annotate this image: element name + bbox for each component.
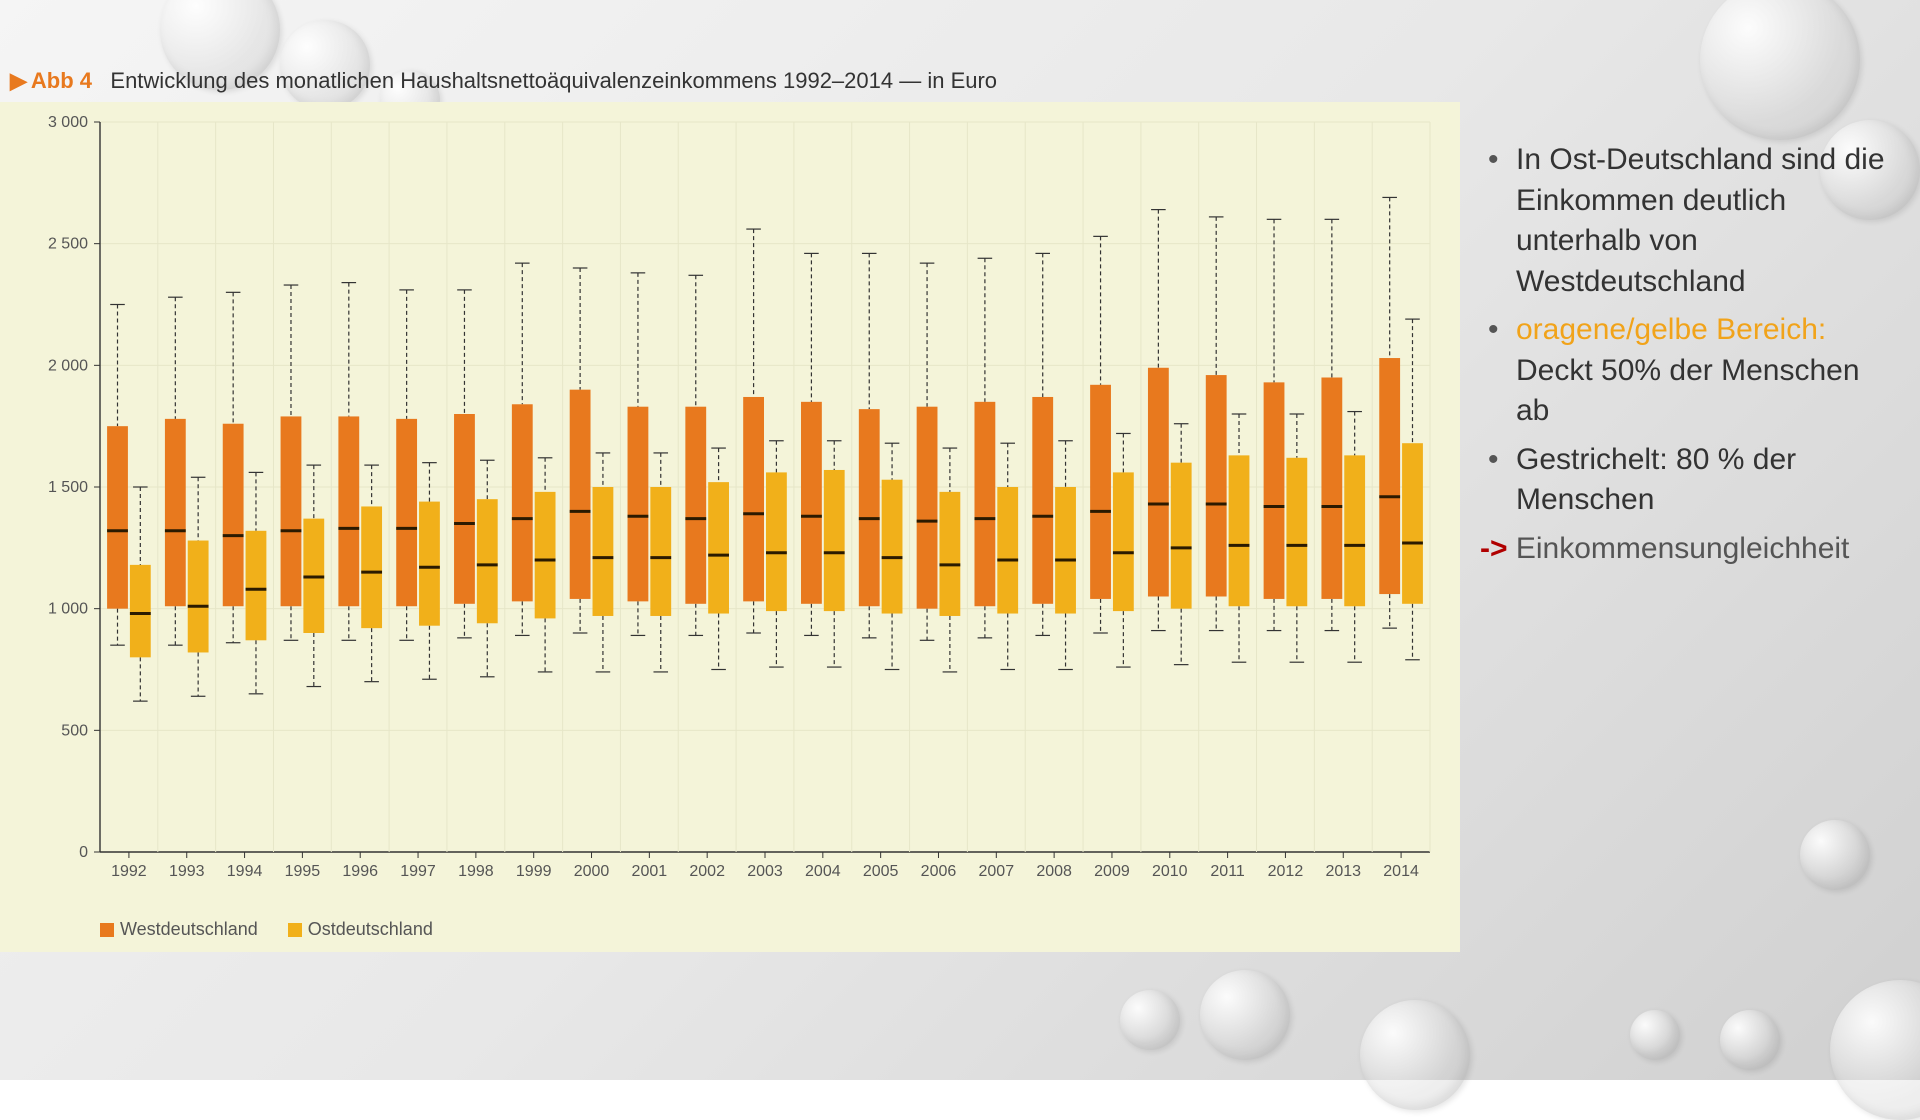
box — [1229, 455, 1250, 606]
chart-legend: Westdeutschland Ostdeutschland — [100, 918, 463, 940]
y-tick-label: 1 500 — [48, 479, 88, 496]
x-tick-label: 1996 — [342, 863, 378, 880]
notes-item: In Ost-Deutschland sind die Einkommen de… — [1480, 140, 1900, 302]
legend-label: Westdeutschland — [120, 919, 258, 939]
y-tick-label: 0 — [79, 844, 88, 861]
x-tick-label: 2011 — [1210, 863, 1245, 880]
y-tick-label: 1 000 — [48, 601, 88, 618]
box — [1286, 458, 1307, 606]
chart-title-text: Entwicklung des monatlichen Haushaltsnet… — [110, 68, 997, 93]
box — [338, 416, 359, 606]
x-tick-label: 2007 — [979, 863, 1015, 880]
box — [361, 506, 382, 628]
box — [1148, 368, 1169, 597]
box — [974, 402, 995, 606]
box — [708, 482, 729, 613]
boxplot-area: 0 500 1 000 1 500 2 000 2 500 3 000 1992 1993 199… — [0, 102, 1460, 952]
notes-item: Gestrichelt: 80 % der Menschen — [1480, 440, 1900, 521]
box — [570, 390, 591, 599]
y-tick-label: 3 000 — [48, 114, 88, 131]
x-tick-label: 2010 — [1152, 863, 1188, 880]
x-tick-label: 1997 — [400, 863, 436, 880]
box — [419, 502, 440, 626]
x-tick-label: 1998 — [458, 863, 494, 880]
x-tick-label: 2014 — [1383, 863, 1419, 880]
x-tick-label: 1992 — [111, 863, 147, 880]
box — [997, 487, 1018, 614]
y-tick-label: 2 000 — [48, 357, 88, 374]
legend-label: Ostdeutschland — [308, 919, 433, 939]
box — [801, 402, 822, 604]
box — [477, 499, 498, 623]
box — [454, 414, 475, 604]
box — [188, 541, 209, 653]
box — [1344, 455, 1365, 606]
x-tick-label: 2006 — [921, 863, 957, 880]
box — [223, 424, 244, 607]
box — [165, 419, 186, 606]
x-tick-label: 1994 — [227, 863, 263, 880]
x-tick-label: 2013 — [1325, 863, 1361, 880]
box — [859, 409, 880, 606]
box — [1171, 463, 1192, 609]
box — [824, 470, 845, 611]
box — [130, 565, 151, 657]
box — [628, 407, 649, 602]
box — [1264, 382, 1285, 599]
box — [917, 407, 938, 609]
box — [1032, 397, 1053, 604]
x-tick-label: 2000 — [574, 863, 610, 880]
x-tick-label: 2003 — [747, 863, 783, 880]
y-tick-label: 2 500 — [48, 236, 88, 253]
box — [939, 492, 960, 616]
chart-title-prefix: Abb 4 — [31, 68, 92, 93]
x-tick-label: 1995 — [285, 863, 321, 880]
box — [650, 487, 671, 616]
legend-swatch — [288, 923, 302, 937]
box — [766, 472, 787, 611]
box — [1206, 375, 1227, 596]
box — [107, 426, 128, 608]
notes-arrow: -> — [1480, 532, 1508, 565]
notes-conclusion: Einkommensungleichheit — [1516, 532, 1850, 565]
box — [1379, 358, 1400, 594]
box — [396, 419, 417, 606]
x-tick-label: 2008 — [1036, 863, 1072, 880]
legend-swatch — [100, 923, 114, 937]
box — [685, 407, 706, 604]
x-tick-label: 2005 — [863, 863, 899, 880]
notes-panel: In Ost-Deutschland sind die Einkommen de… — [1480, 140, 1900, 569]
box — [535, 492, 556, 619]
x-tick-label: 2009 — [1094, 863, 1130, 880]
x-tick-label: 1993 — [169, 863, 205, 880]
notes-item: oragene/gelbe Bereich: Deckt 50% der Men… — [1480, 310, 1900, 432]
notes-text: Gestrichelt: 80 % der Menschen — [1516, 443, 1796, 517]
notes-highlight: oragene/gelbe Bereich: — [1516, 313, 1826, 346]
chart-container: ▶Abb 4 Entwicklung des monatlichen Haush… — [0, 60, 1460, 952]
box — [246, 531, 267, 641]
x-tick-label: 2002 — [689, 863, 725, 880]
box — [1321, 378, 1342, 599]
notes-text: In Ost-Deutschland sind die Einkommen de… — [1516, 143, 1885, 298]
chart-title: ▶Abb 4 Entwicklung des monatlichen Haush… — [0, 60, 1460, 102]
box — [593, 487, 614, 616]
x-tick-label: 2012 — [1268, 863, 1304, 880]
box — [882, 480, 903, 614]
box — [281, 416, 302, 606]
box — [1055, 487, 1076, 614]
box — [1402, 443, 1423, 604]
y-tick-label: 500 — [61, 722, 88, 739]
box — [1113, 472, 1134, 611]
box — [512, 404, 533, 601]
notes-text: Deckt 50% der Menschen ab — [1516, 354, 1860, 428]
x-tick-label: 2001 — [632, 863, 668, 880]
box — [743, 397, 764, 601]
x-tick-label: 2004 — [805, 863, 841, 880]
x-tick-label: 1999 — [516, 863, 552, 880]
box — [1090, 385, 1111, 599]
